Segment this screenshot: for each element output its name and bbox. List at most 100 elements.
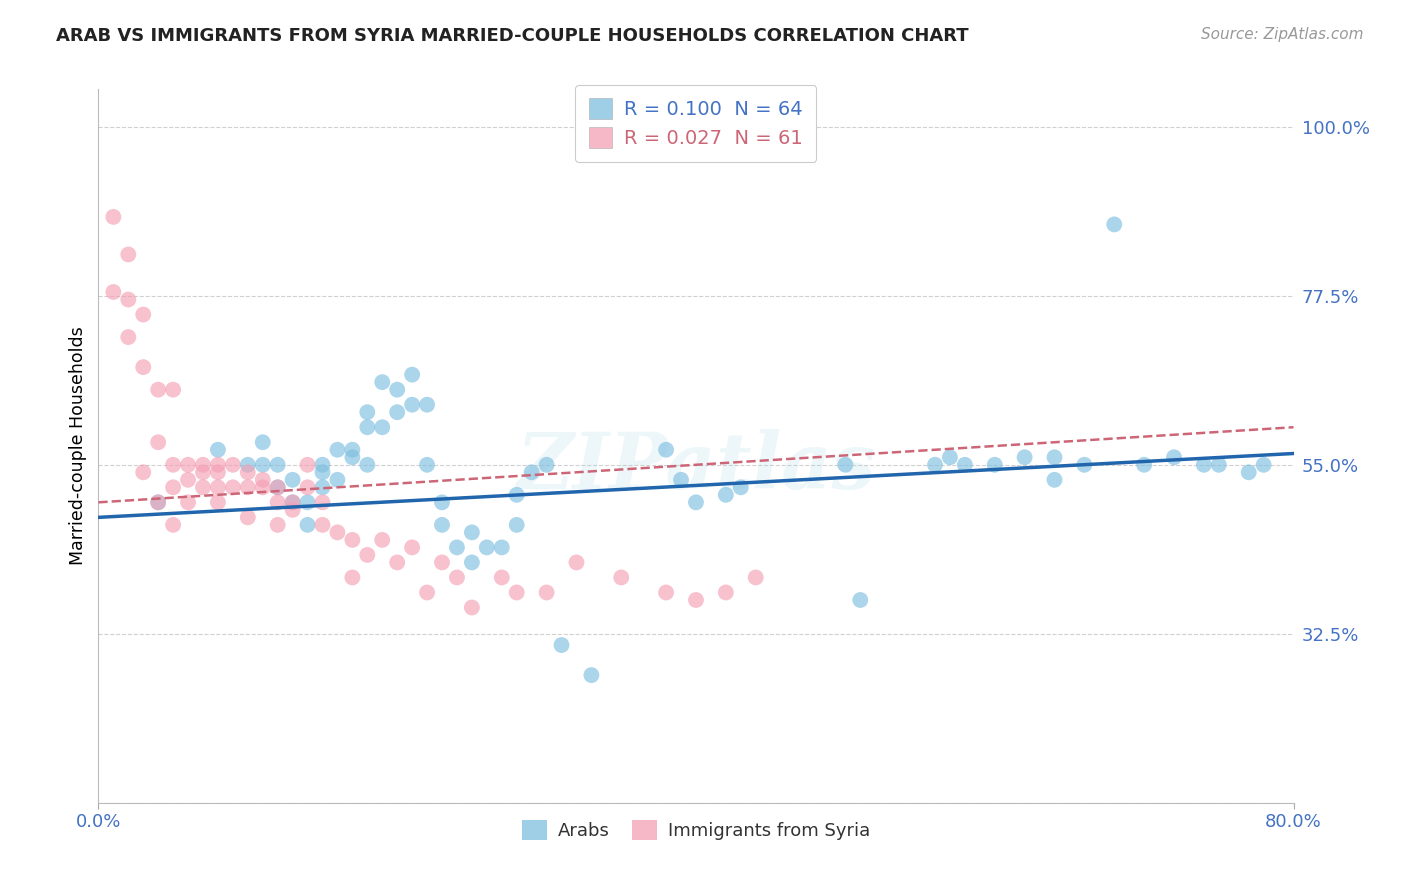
Point — [356, 420, 378, 434]
Point — [1163, 450, 1185, 465]
Point — [953, 458, 976, 472]
Point — [311, 465, 333, 479]
Point — [356, 405, 378, 419]
Point — [416, 398, 439, 412]
Point — [267, 480, 290, 494]
Point — [117, 330, 139, 344]
Point — [252, 435, 274, 450]
Point — [669, 473, 692, 487]
Point — [132, 360, 155, 375]
Point — [745, 570, 768, 584]
Point — [132, 308, 155, 322]
Point — [685, 593, 707, 607]
Point — [342, 442, 364, 457]
Point — [281, 503, 304, 517]
Point — [311, 458, 333, 472]
Point — [401, 541, 423, 555]
Point — [148, 495, 170, 509]
Point — [371, 533, 394, 547]
Point — [461, 556, 484, 570]
Point — [177, 473, 200, 487]
Point — [162, 458, 184, 472]
Point — [267, 517, 290, 532]
Point — [520, 465, 543, 479]
Point — [281, 495, 304, 509]
Point — [685, 495, 707, 509]
Point — [132, 465, 155, 479]
Point — [446, 570, 468, 584]
Point — [236, 465, 259, 479]
Point — [1104, 218, 1126, 232]
Point — [103, 285, 125, 299]
Point — [191, 465, 214, 479]
Point — [297, 517, 319, 532]
Point — [1014, 450, 1036, 465]
Point — [342, 450, 364, 465]
Point — [326, 525, 349, 540]
Point — [610, 570, 633, 584]
Point — [162, 480, 184, 494]
Point — [236, 458, 259, 472]
Point — [191, 480, 214, 494]
Point — [177, 458, 200, 472]
Point — [655, 585, 678, 599]
Point — [103, 210, 125, 224]
Point — [461, 525, 484, 540]
Point — [117, 293, 139, 307]
Point — [342, 570, 364, 584]
Text: Source: ZipAtlas.com: Source: ZipAtlas.com — [1201, 27, 1364, 42]
Point — [252, 458, 274, 472]
Point — [1253, 458, 1275, 472]
Point — [162, 383, 184, 397]
Point — [222, 480, 245, 494]
Point — [491, 541, 513, 555]
Point — [342, 533, 364, 547]
Point — [207, 465, 229, 479]
Point — [297, 458, 319, 472]
Point — [267, 495, 290, 509]
Point — [834, 458, 856, 472]
Point — [536, 585, 558, 599]
Legend: Arabs, Immigrants from Syria: Arabs, Immigrants from Syria — [515, 813, 877, 847]
Point — [1043, 473, 1066, 487]
Point — [939, 450, 962, 465]
Point — [356, 458, 378, 472]
Point — [475, 541, 498, 555]
Point — [1133, 458, 1156, 472]
Point — [430, 517, 453, 532]
Point — [849, 593, 872, 607]
Point — [714, 488, 737, 502]
Point — [385, 405, 409, 419]
Point — [581, 668, 603, 682]
Point — [401, 368, 423, 382]
Point — [267, 480, 290, 494]
Point — [385, 556, 409, 570]
Point — [371, 420, 394, 434]
Point — [207, 458, 229, 472]
Point — [148, 383, 170, 397]
Point — [311, 517, 333, 532]
Point — [207, 495, 229, 509]
Point — [506, 517, 529, 532]
Point — [236, 480, 259, 494]
Point — [356, 548, 378, 562]
Y-axis label: Married-couple Households: Married-couple Households — [69, 326, 87, 566]
Point — [236, 510, 259, 524]
Point — [506, 488, 529, 502]
Point — [491, 570, 513, 584]
Point — [326, 442, 349, 457]
Point — [222, 458, 245, 472]
Point — [446, 541, 468, 555]
Point — [550, 638, 572, 652]
Point — [565, 556, 588, 570]
Point — [401, 398, 423, 412]
Point — [311, 495, 333, 509]
Point — [416, 585, 439, 599]
Point — [730, 480, 752, 494]
Point — [430, 495, 453, 509]
Text: ZIPatlas: ZIPatlas — [516, 429, 876, 506]
Point — [536, 458, 558, 472]
Point — [430, 556, 453, 570]
Point — [1043, 450, 1066, 465]
Point — [281, 473, 304, 487]
